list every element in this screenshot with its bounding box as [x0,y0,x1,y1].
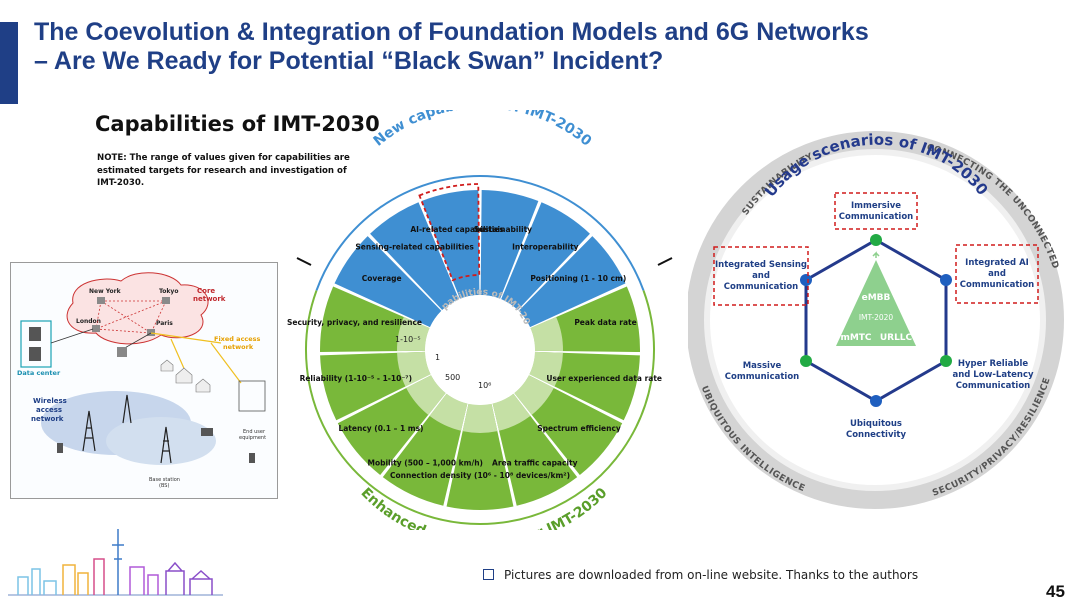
capabilities-heading: Capabilities of IMT-2030 [95,112,380,136]
dashed-highlight [834,192,918,230]
end-user-label: End user equipment [239,429,266,441]
imt2020-inner-segment [530,317,563,352]
wireless-cloud-2 [106,417,216,465]
city-label: Paris [156,320,173,327]
skyline-graphic [8,529,223,596]
enhanced-capability-label: Area traffic capacity [492,459,578,468]
new-capability-label: AI-related capabilities [410,225,504,234]
capabilities-note: NOTE: The range of values given for capa… [97,153,350,188]
new-capability-segment [501,202,590,311]
new-capability-label: Interoperability [512,242,579,251]
new-capabilities-arc [315,175,645,291]
enhanced-capability-label: Latency (0.1 – 1 ms) [338,424,423,433]
usage-node-ai: Integrated AI and Communication [960,258,1034,290]
title-accent-bar [0,22,18,104]
mmtc-label: mMTC [840,333,871,343]
usage-scenarios-graphic: SUSTAINABILITY CONNECTING THE UNCONNECTE… [686,131,1064,509]
usage-node-ubiquitous: Ubiquitous Connectivity [846,419,906,440]
city-label: Tokyo [159,288,178,295]
checkbox-bullet-icon [483,569,494,580]
page-number: 45 [1046,582,1065,601]
city-label: New York [89,288,122,295]
usage-node-massive: Massive Communication [725,361,799,382]
imt2020-inner-segment [429,393,468,431]
inner-value: 10⁶ [478,381,491,390]
inner-value: 1 [435,353,440,362]
enhanced-capabilities-arc [305,290,655,525]
ai-capability-highlight [418,183,481,282]
slide-title: The Coevolution & Integration of Foundat… [34,18,1034,76]
enhanced-capability-label: Peak data rate [574,318,636,327]
usage-node-sensing: Integrated Sensing and Communication [715,260,807,292]
usage-scenarios-diagram: SUSTAINABILITY CONNECTING THE UNCONNECTE… [686,128,1068,513]
imt2020-inner-segment [397,317,430,352]
imt2020-inner-segment [529,351,563,387]
new-capability-segment [480,190,539,299]
new-capability-label: Sustainability [474,225,532,234]
node-dot [800,355,812,367]
imt2020-inner-segment [514,375,554,415]
dashed-highlight [713,246,809,306]
imt2020-label: IMT-2020 [859,313,894,322]
node-dot [870,234,882,246]
new-capability-segment [421,190,480,299]
urllc-label: URLLC [880,333,913,343]
core-network-label: Core network [193,287,226,303]
node-dot [800,274,812,286]
city-label: London [76,318,101,325]
enhanced-capability-label: User experienced data rate [546,374,662,383]
title-line-1: The Coevolution & Integration of Foundat… [34,18,869,46]
new-capability-label: Coverage [362,274,402,283]
new-capability-label: Sensing-related capabilities [355,242,474,251]
new-capability-segment [370,202,459,311]
imt2020-inner-segment [462,403,498,433]
enhanced-capability-label: Reliability (1-10⁻⁵ - 1-10⁻⁷) [300,374,412,383]
network-diagram-graphic: Core network New York Tokyo London Paris … [17,272,266,489]
title-line-2: – Are We Ready for Potential “Black Swan… [34,47,664,75]
embb-label: eMBB [862,293,891,303]
capabilities-wheel: Coverage Sensing-related capabilities AI-r… [282,96,685,551]
data-center-box [20,320,52,368]
imt2020-triangle [836,260,916,346]
enhanced-capability-label: Connection density (10⁶ - 10⁸ devices/km… [390,471,570,480]
imt2020-inner-segment [406,375,446,415]
new-capabilities-arc-label: New capabilities of IMT-2030 [371,110,595,150]
city-skyline-decoration [8,525,223,597]
network-diagram: Core network New York Tokyo London Paris … [10,262,278,499]
wireless-label: Wireless access network [31,397,67,423]
usage-node-immersive: Immersive Communication [839,201,913,222]
imt2020-inner-segment [397,351,431,387]
core-network-cloud [66,272,209,345]
new-capability-segment [518,236,626,328]
enhanced-capability-label: Mobility (500 – 1,000 km/h) [367,459,482,468]
base-station-label: Base station (BS) [149,477,180,489]
node-dot [870,395,882,407]
new-capability-segment [334,236,442,328]
footer-note-text: Pictures are downloaded from on-line web… [504,568,919,582]
inner-value: 500 [445,373,460,382]
footer-note: Pictures are downloaded from on-line web… [483,568,918,582]
capabilities-wheel-graphic: Coverage Sensing-related capabilities AI-r… [282,96,673,551]
node-dot [940,355,952,367]
node-dot [940,274,952,286]
enhanced-capability-label: Security, privacy, and resilience [287,318,422,327]
fixed-access-label: Fixed access network [214,335,261,351]
usage-node-hrllc: Hyper Reliable and Low-Latency Communicati… [952,359,1034,391]
inner-value: 1-10⁻⁵ [395,335,421,344]
enhanced-capability-label: Spectrum efficiency [537,424,621,433]
imt2020-inner-segment [492,393,531,431]
new-capability-label: Positioning (1 - 10 cm) [530,274,626,283]
data-center-label: Data center [17,369,61,377]
